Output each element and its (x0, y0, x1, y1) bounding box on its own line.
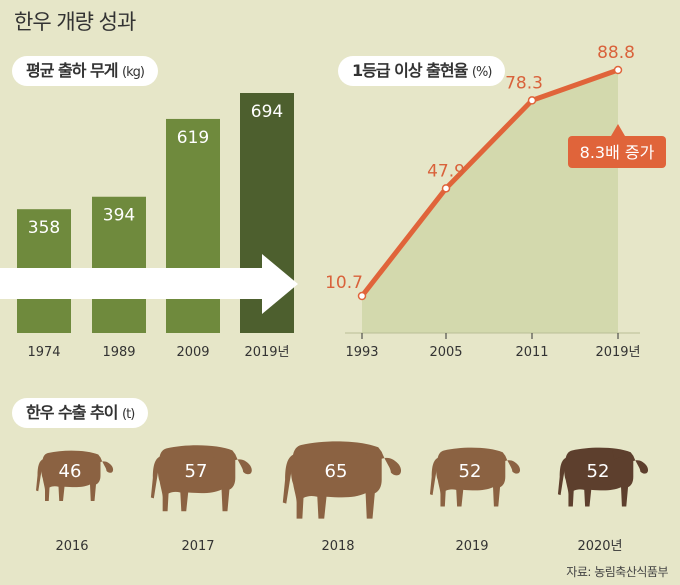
grade-value-label: 78.3 (505, 73, 543, 93)
grade-x-label: 2011 (515, 345, 548, 360)
grade-point (357, 291, 367, 301)
export-value-label: 46 (59, 461, 82, 482)
weight-value-label: 619 (177, 128, 209, 148)
export-value-label: 52 (587, 461, 610, 482)
export-category-label: 2019 (455, 539, 488, 554)
export-category-label: 2018 (321, 539, 354, 554)
weight-labels: 358 1974 394 1989 619 2009 694 2019년 (27, 102, 289, 360)
weight-value-label: 394 (103, 206, 135, 226)
weight-arrow-shape (0, 254, 298, 314)
grade-line-chart: 1993 2005 2011 2019년 10.7 47.9 78.3 88.8 8.3배 증가 (325, 43, 666, 360)
grade-line (360, 67, 619, 298)
weight-bar-base (166, 299, 220, 333)
weight-increase-arrow (0, 254, 298, 314)
export-chart-unit: (t) (122, 407, 135, 422)
export-category-label: 2020년 (577, 539, 622, 554)
grade-callout-box (568, 136, 666, 168)
grade-value-label: 10.7 (325, 273, 363, 293)
export-category-label: 2016 (55, 539, 88, 554)
grade-callout-pointer (611, 124, 625, 136)
weight-increase-annotation: 1.9배 증가 (113, 275, 197, 296)
weight-category-label: 2009 (176, 345, 209, 360)
grade-chart-title-text: 1등급 이상 출현율 (352, 61, 468, 80)
grade-point (441, 184, 451, 193)
weight-bar-base (92, 299, 146, 333)
weight-chart-unit: (kg) (122, 65, 145, 80)
weight-category-label: 1989 (102, 345, 135, 360)
grade-chart-unit: (%) (471, 65, 492, 80)
weight-category-label: 1974 (27, 345, 60, 360)
export-cow-group: 46 2016 57 2017 65 2018 52 2019 52 2020년 (35, 441, 649, 554)
weight-bar (17, 209, 71, 268)
grade-value-label: 47.9 (427, 161, 465, 181)
grade-point (613, 65, 623, 75)
weight-value-label: 358 (28, 218, 60, 238)
weight-category-label: 2019년 (244, 345, 289, 360)
export-value-label: 52 (459, 461, 482, 482)
grade-callout-text: 8.3배 증가 (580, 143, 655, 162)
weight-bar-base (17, 299, 71, 333)
export-chart-title: 한우 수출 추이 (t) (12, 398, 149, 428)
grade-x-label: 2005 (429, 345, 462, 360)
grade-point (527, 96, 537, 105)
export-chart-title-text: 한우 수출 추이 (26, 403, 118, 422)
weight-value-label: 694 (251, 102, 283, 122)
weight-chart-title-text: 평균 출하 무게 (26, 61, 118, 80)
export-category-label: 2017 (181, 539, 214, 554)
page-title: 한우 개량 성과 (14, 10, 136, 34)
grade-x-label: 1993 (345, 345, 378, 360)
grade-area-fill (362, 70, 618, 333)
weight-bar (166, 118, 220, 268)
grade-value-label: 88.8 (597, 43, 635, 63)
grade-x-label: 2019년 (595, 345, 640, 360)
export-value-label: 65 (325, 461, 348, 482)
weight-chart-title: 평균 출하 무게 (kg) (12, 56, 158, 86)
weight-bar (92, 196, 146, 268)
export-value-label: 57 (185, 461, 208, 482)
grade-chart-title: 1등급 이상 출현율 (%) (338, 56, 506, 86)
source-note: 자료: 농림축산식품부 (566, 565, 668, 579)
